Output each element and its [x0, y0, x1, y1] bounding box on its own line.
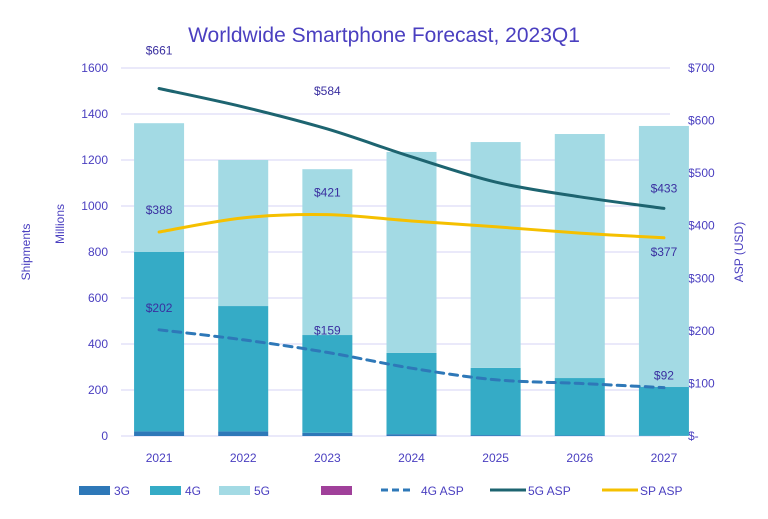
data-label: $388 [146, 203, 173, 217]
x-tick-label: 2026 [566, 451, 593, 465]
data-label: $421 [314, 186, 341, 200]
left-tick-label: 400 [88, 337, 108, 351]
chart-title: Worldwide Smartphone Forecast, 2023Q1 [188, 24, 580, 47]
legend-swatch-5G [219, 486, 250, 495]
left-tick-label: 200 [88, 383, 108, 397]
data-label: $584 [314, 84, 341, 98]
data-label: $433 [651, 181, 678, 195]
bar-5G-2022 [218, 160, 268, 306]
right-tick-label: $500 [688, 166, 715, 180]
x-tick-label: 2027 [651, 451, 678, 465]
data-label: $661 [146, 44, 173, 58]
left-tick-label: 1600 [81, 61, 108, 75]
legend-label: 3G [114, 484, 130, 498]
right-tick-label: $700 [688, 61, 715, 75]
left-tick-label: 0 [101, 429, 108, 443]
bar-5G-2024 [387, 152, 437, 353]
right-tick-label: $600 [688, 114, 715, 128]
bar-4G-2022 [218, 306, 268, 431]
data-label: $377 [651, 245, 678, 259]
bar-3G-2022 [218, 431, 268, 436]
left-tick-label: 1000 [81, 199, 108, 213]
bar-3G-2025 [471, 435, 521, 436]
data-label: $92 [654, 369, 674, 383]
bar-3G-2023 [302, 433, 352, 436]
legend-label: SP ASP [640, 484, 682, 498]
legend-label: 4G ASP [421, 484, 464, 498]
bar-3G-2024 [387, 434, 437, 436]
bar-4G-2027 [639, 387, 689, 436]
bar-3G-2021 [134, 431, 184, 436]
legend-label: 5G ASP [528, 484, 571, 498]
right-tick-label: $100 [688, 376, 715, 390]
left-tick-label: 1400 [81, 107, 108, 121]
bar-4G-2026 [555, 378, 605, 436]
x-tick-label: 2021 [146, 451, 173, 465]
legend-swatch-unnamed [321, 486, 352, 495]
y-axis-label-millions: Millions [53, 204, 67, 244]
left-tick-label: 1200 [81, 153, 108, 167]
x-tick-label: 2023 [314, 451, 341, 465]
bar-4G-2021 [134, 252, 184, 431]
x-tick-label: 2024 [398, 451, 425, 465]
x-tick-label: 2025 [482, 451, 509, 465]
right-tick-label: $400 [688, 219, 715, 233]
y-axis-label-asp: ASP (USD) [732, 222, 746, 282]
y-axis-label-shipments: Shipments [19, 224, 33, 281]
data-label: $202 [146, 301, 173, 315]
bar-5G-2026 [555, 134, 605, 378]
data-label: $159 [314, 323, 341, 337]
left-tick-label: 800 [88, 245, 108, 259]
bar-4G-2023 [302, 335, 352, 433]
legend-swatch-4G [150, 486, 181, 495]
legend-swatch-3G [79, 486, 110, 495]
left-tick-label: 600 [88, 291, 108, 305]
x-tick-label: 2022 [230, 451, 257, 465]
right-tick-label: $200 [688, 324, 715, 338]
legend-label: 4G [185, 484, 201, 498]
right-tick-label: $- [688, 429, 699, 443]
legend-label: 5G [254, 484, 270, 498]
right-tick-label: $300 [688, 271, 715, 285]
